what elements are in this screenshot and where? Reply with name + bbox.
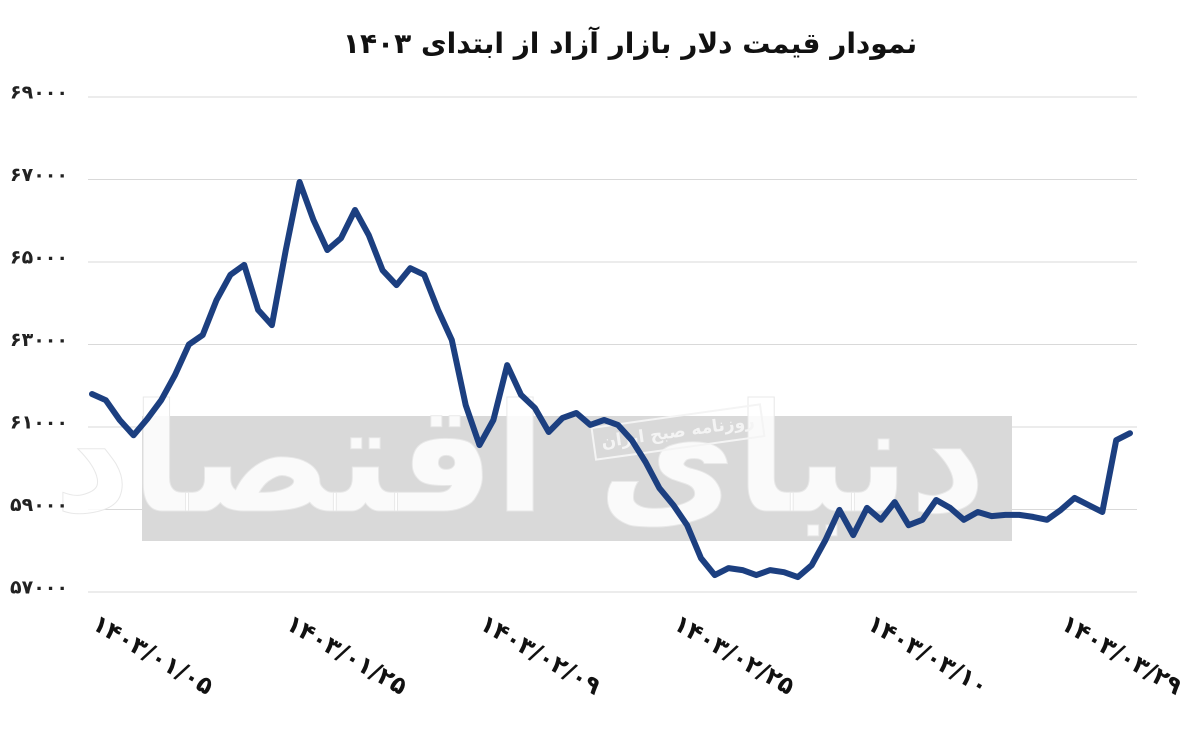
x-tick-label: ۱۴۰۳/۰۲/۰۹ [475,609,606,701]
line-series [89,179,1133,581]
y-tick-label: ۶۱۰۰۰ [10,412,68,434]
watermark-band [142,416,1012,541]
y-tick-label: ۶۳۰۰۰ [10,329,68,351]
x-tick-label: ۱۴۰۳/۰۳/۲۹ [1056,609,1187,701]
x-tick-label: ۱۴۰۳/۰۲/۲۵ [669,609,800,701]
x-tick-label: ۱۴۰۳/۰۳/۱۰ [863,609,994,701]
x-tick-label: ۱۴۰۳/۰۱/۰۵ [88,609,219,701]
y-tick-label: ۶۹۰۰۰ [10,82,68,104]
y-tick-label: ۶۵۰۰۰ [10,247,68,269]
x-tick-label: ۱۴۰۳/۰۱/۲۵ [281,609,412,701]
watermark-logo: دنیای اقتصاد [54,373,987,547]
y-tick-label: ۶۷۰۰۰ [10,164,68,186]
watermark-tag-box [590,403,766,461]
y-tick-label: ۵۷۰۰۰ [10,577,68,599]
y-tick-label: ۵۹۰۰۰ [10,494,68,516]
chart-title: نمودار قیمت دلار بازار آزاد از ابتدای ۱۴… [343,26,917,60]
